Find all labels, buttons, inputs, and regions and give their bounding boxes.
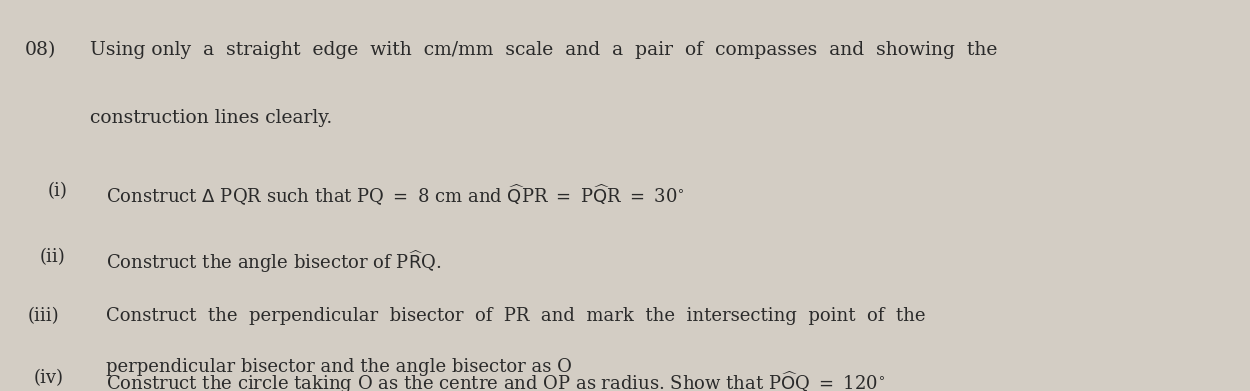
- Text: (ii): (ii): [40, 248, 66, 266]
- Text: Using only  a  straight  edge  with  cm/mm  scale  and  a  pair  of  compasses  : Using only a straight edge with cm/mm sc…: [90, 41, 998, 59]
- Text: Construct the angle bisector of P$\widehat{\mathrm{R}}$Q.: Construct the angle bisector of P$\wideh…: [106, 248, 441, 274]
- Text: (iii): (iii): [28, 307, 59, 325]
- Text: perpendicular bisector and the angle bisector as O: perpendicular bisector and the angle bis…: [106, 358, 572, 376]
- Text: Construct the circle taking O as the centre and OP as radius. Show that P$\wideh: Construct the circle taking O as the cen…: [106, 369, 885, 391]
- Text: construction lines clearly.: construction lines clearly.: [90, 109, 332, 127]
- Text: (i): (i): [48, 182, 68, 200]
- Text: Construct  the  perpendicular  bisector  of  PR  and  mark  the  intersecting  p: Construct the perpendicular bisector of …: [106, 307, 926, 325]
- Text: (iv): (iv): [34, 369, 64, 387]
- Text: Construct $\Delta$ PQR such that PQ $=$ 8 cm and $\widehat{\mathrm{Q}}$PR $=$ P$: Construct $\Delta$ PQR such that PQ $=$ …: [106, 182, 685, 207]
- Text: 08): 08): [25, 41, 56, 59]
